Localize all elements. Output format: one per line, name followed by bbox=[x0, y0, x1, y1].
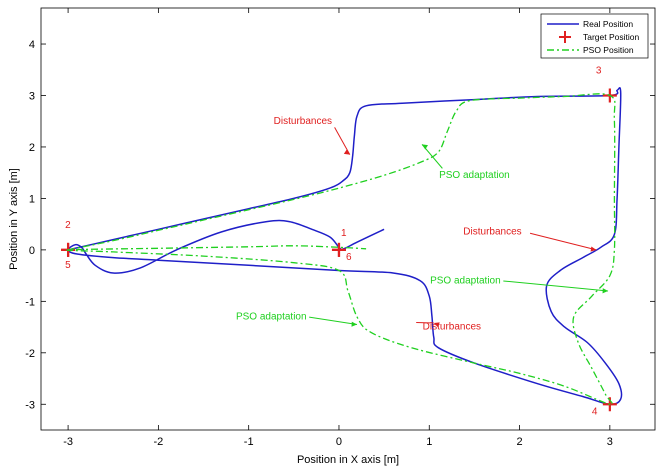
x-tick-label: -3 bbox=[63, 436, 73, 448]
y-tick-label: 3 bbox=[29, 90, 35, 102]
annotation-arrow bbox=[503, 280, 609, 292]
annotation-arrowhead bbox=[343, 149, 350, 155]
annotation-arrowhead bbox=[602, 288, 609, 294]
annotation-arrow bbox=[334, 127, 351, 155]
target-marker bbox=[331, 242, 346, 257]
annotation-arrow bbox=[309, 316, 358, 325]
y-tick-label: -2 bbox=[25, 348, 35, 360]
annotation-label: Disturbances bbox=[274, 116, 332, 127]
legend-label: Real Position bbox=[583, 19, 633, 29]
legend-label: PSO Position bbox=[583, 45, 634, 55]
y-tick-label: 2 bbox=[29, 142, 35, 154]
plot-area bbox=[40, 7, 656, 431]
x-tick-label: 0 bbox=[336, 436, 342, 448]
annotation-label: PSO adaptation bbox=[439, 170, 510, 181]
legend-label: Target Position bbox=[583, 32, 639, 42]
annotation-label: PSO adaptation bbox=[236, 311, 307, 322]
annotation-arrow bbox=[529, 232, 597, 251]
target-label: 6 bbox=[346, 252, 352, 263]
annotation-arrowhead bbox=[590, 246, 597, 252]
y-tick-label: 0 bbox=[29, 245, 35, 257]
series-layer: 1 2 3 4 5 6 bbox=[61, 65, 623, 417]
legend-swatch bbox=[559, 31, 571, 43]
y-axis-label: Position in Y axis [m] bbox=[8, 168, 20, 270]
x-tick-label: 1 bbox=[426, 436, 432, 448]
axis-ticks: -3 -2 -1 0 1 2 3 -3 -2 -1 0 1 2 3 4 bbox=[25, 8, 655, 448]
x-tick-label: -1 bbox=[244, 436, 254, 448]
y-tick-label: -3 bbox=[25, 399, 35, 411]
series-line bbox=[66, 93, 616, 406]
annotation-arrowhead bbox=[351, 321, 358, 327]
annotation-label: Disturbances bbox=[463, 226, 521, 237]
target-label: 5 bbox=[65, 260, 71, 271]
x-tick-label: -2 bbox=[153, 436, 163, 448]
legend: Real Position Target Position PSO Position bbox=[540, 13, 649, 59]
y-tick-label: 4 bbox=[29, 39, 35, 51]
x-tick-label: 2 bbox=[516, 436, 522, 448]
x-tick-label: 3 bbox=[607, 436, 613, 448]
target-label: 4 bbox=[592, 406, 598, 417]
annotation-arrowhead bbox=[422, 144, 428, 150]
target-label: 3 bbox=[596, 65, 602, 76]
x-axis-label: Position in X axis [m] bbox=[297, 454, 399, 466]
y-tick-label: 1 bbox=[29, 193, 35, 205]
annotation-label: PSO adaptation bbox=[430, 275, 501, 286]
annotation-arrowhead bbox=[433, 322, 440, 328]
annotation-label: Disturbances bbox=[423, 322, 481, 333]
target-label: 2 bbox=[65, 220, 71, 231]
annotation-layer: Disturbances PSO adaptation Disturbances PS… bbox=[236, 116, 609, 333]
target-label: 1 bbox=[341, 228, 347, 239]
y-tick-label: -1 bbox=[25, 296, 35, 308]
